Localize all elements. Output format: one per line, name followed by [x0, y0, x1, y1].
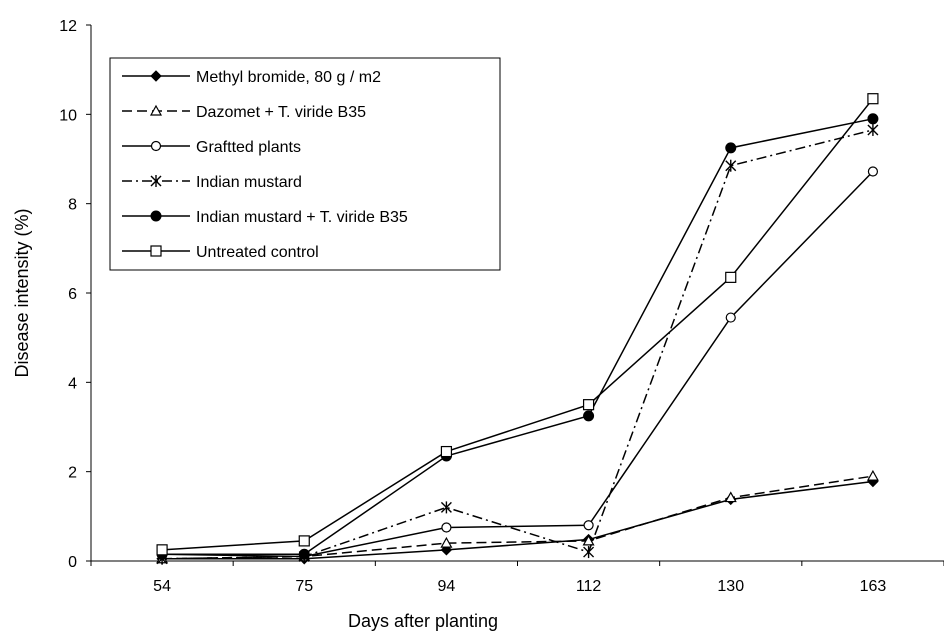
marker-circle-open	[725, 312, 736, 323]
y-tick-label: 2	[68, 465, 77, 482]
series-line	[162, 480, 874, 560]
marker-circle-open	[867, 166, 879, 177]
y-tick-label: 8	[68, 197, 77, 214]
axes: 0 2 4 6 8 10 12 54 75 94 112 130 163	[59, 18, 944, 595]
legend-label: Untreated control	[196, 244, 319, 261]
y-tick-label: 0	[68, 554, 77, 571]
marker-circle-open	[150, 140, 162, 152]
legend-label: Dazomet + T. viride B35	[196, 104, 366, 121]
marker-circle-open	[583, 520, 594, 531]
marker-triangle-open	[149, 104, 163, 116]
marker-square-open	[440, 445, 453, 458]
marker-star	[867, 123, 879, 136]
series	[156, 475, 879, 565]
series-layer	[156, 93, 879, 565]
marker-circle-open	[441, 522, 452, 533]
legend-label: Graftted plants	[196, 139, 301, 156]
legend-entry: Untreated control	[122, 244, 319, 261]
marker-square-open	[867, 93, 879, 105]
x-tick-label: 112	[576, 578, 602, 595]
x-tick-label: 94	[438, 578, 456, 595]
marker-triangle-open	[724, 491, 737, 503]
marker-circle-filled	[298, 548, 310, 560]
series-line	[162, 98, 874, 551]
legend-label: Indian mustard + T. viride B35	[196, 209, 408, 226]
x-tick-label: 54	[153, 578, 171, 595]
y-tick-label: 12	[59, 18, 77, 35]
marker-triangle-open	[440, 536, 453, 548]
marker-circle-filled	[867, 113, 879, 125]
marker-square-open	[298, 535, 310, 547]
legend-box	[109, 57, 501, 271]
series-line	[162, 170, 874, 558]
x-tick-label: 75	[295, 578, 313, 595]
series-line	[162, 129, 874, 560]
marker-star	[725, 159, 737, 172]
marker-circle-filled	[725, 142, 737, 154]
legend-entry: Methyl bromide, 80 g / m2	[122, 69, 381, 86]
marker-circle-filled	[583, 410, 595, 422]
marker-square-open	[725, 271, 737, 283]
marker-triangle-open	[866, 469, 879, 481]
marker-star	[150, 175, 162, 187]
series	[156, 93, 879, 556]
marker-square-open	[150, 245, 162, 257]
x-tick-label: 130	[717, 578, 744, 595]
y-tick-label: 10	[59, 107, 77, 124]
series-line	[162, 118, 874, 556]
marker-circle-filled	[150, 210, 162, 222]
series	[156, 469, 879, 564]
series-line	[162, 475, 874, 560]
legend-entry: Indian mustard + T. viride B35	[122, 209, 408, 226]
y-axis-title: Disease intensity (%)	[12, 208, 32, 377]
marker-diamond-filled	[150, 70, 162, 82]
legend-label: Indian mustard	[196, 174, 302, 191]
marker-triangle-open	[582, 534, 595, 546]
x-axis-title: Days after planting	[348, 611, 498, 631]
marker-star	[583, 546, 595, 559]
marker-star	[440, 501, 452, 514]
legend: Methyl bromide, 80 g / m2 Dazomet + T. vi…	[109, 57, 501, 271]
y-tick-label: 4	[68, 375, 77, 392]
legend-label: Methyl bromide, 80 g / m2	[196, 69, 381, 86]
x-tick-label: 163	[860, 578, 887, 595]
y-tick-label: 6	[68, 286, 77, 303]
legend-entry: Graftted plants	[122, 139, 301, 156]
legend-entry: Indian mustard	[122, 174, 302, 191]
marker-square-open	[156, 544, 168, 556]
legend-entry: Dazomet + T. viride B35	[122, 104, 366, 121]
marker-square-open	[582, 399, 595, 411]
